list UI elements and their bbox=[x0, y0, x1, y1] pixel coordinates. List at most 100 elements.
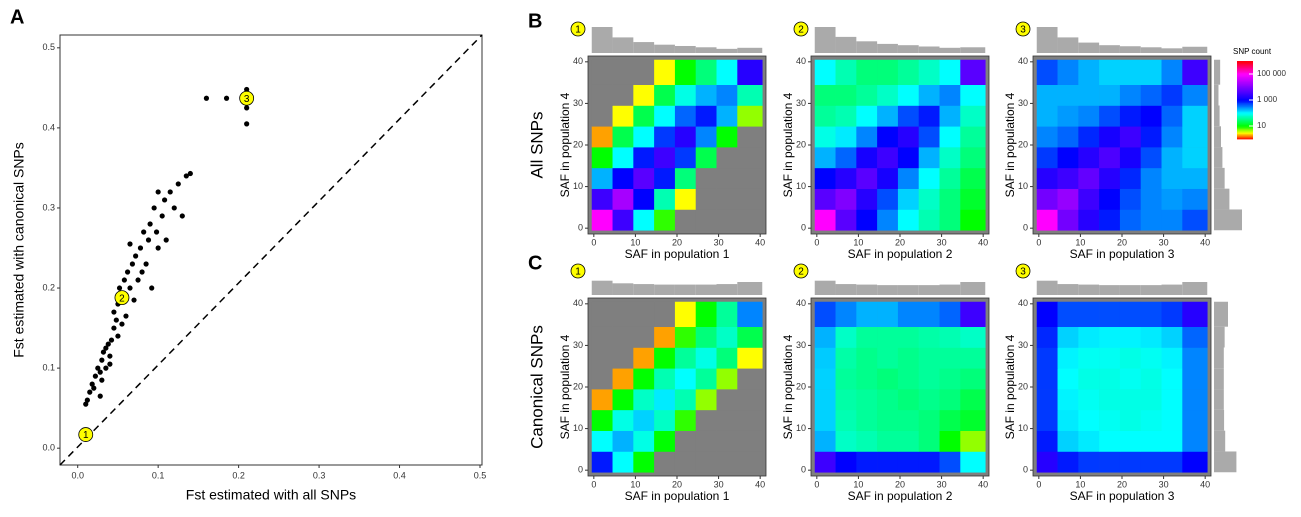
heatmap-cell bbox=[1036, 84, 1058, 106]
point bbox=[135, 277, 141, 283]
colorbar-step bbox=[1237, 92, 1253, 94]
colorbar-step bbox=[1237, 63, 1253, 66]
heatmap-cell bbox=[939, 368, 961, 390]
y-axis-label: Fst estimated with canonical SNPs bbox=[11, 142, 27, 358]
heatmap-cell bbox=[591, 126, 613, 148]
heatmap-cell bbox=[737, 389, 763, 411]
x-tick-label: 30 bbox=[937, 237, 947, 247]
y-tick-label: 0 bbox=[1023, 223, 1028, 233]
point bbox=[155, 245, 161, 251]
heatmap-cell bbox=[1036, 389, 1058, 411]
x-tick-label: 40 bbox=[978, 237, 988, 247]
marginal-bar bbox=[1214, 430, 1226, 452]
heatmap-cell bbox=[1140, 451, 1162, 473]
heatmap-cell bbox=[654, 105, 676, 127]
colorbar-step bbox=[1237, 115, 1253, 118]
x-tick-label: 0 bbox=[814, 479, 819, 489]
heatmap-cell bbox=[612, 209, 634, 231]
heatmap-cell bbox=[612, 430, 634, 452]
point bbox=[151, 205, 157, 211]
heatmap-cell bbox=[1078, 209, 1100, 231]
heatmap-cell bbox=[674, 84, 697, 106]
marginal-bar bbox=[716, 48, 738, 53]
heatmap-cell bbox=[877, 430, 899, 452]
x-tick-label: 40 bbox=[1200, 237, 1210, 247]
heatmap-cell bbox=[1140, 188, 1162, 210]
heatmap-cell bbox=[835, 368, 857, 390]
heatmap-cell bbox=[716, 105, 738, 127]
y-tick-label: 10 bbox=[796, 423, 806, 433]
colorbar-step bbox=[1237, 93, 1253, 96]
heatmap-cell bbox=[1140, 326, 1162, 348]
heatmap-cell bbox=[674, 126, 697, 148]
colorbar-step bbox=[1237, 128, 1253, 131]
x-tick-label: 0.5 bbox=[474, 470, 487, 480]
heatmap-cell bbox=[654, 167, 676, 189]
heatmap-cell bbox=[695, 368, 717, 390]
colorbar-step bbox=[1237, 135, 1253, 137]
heatmap-cell bbox=[939, 105, 961, 127]
heatmap-cell bbox=[1119, 389, 1142, 411]
heatmap-cell bbox=[1057, 451, 1079, 473]
point bbox=[127, 285, 133, 291]
heatmap-cell bbox=[633, 84, 655, 106]
heatmap-cell bbox=[856, 451, 878, 473]
heatmap-cell bbox=[897, 167, 920, 189]
heatmap-cell bbox=[814, 188, 836, 210]
point bbox=[116, 285, 123, 291]
heatmap-cell bbox=[674, 147, 697, 169]
marginal-bar bbox=[1214, 167, 1225, 189]
heatmap-cell bbox=[695, 409, 717, 431]
heatmap-cell bbox=[1119, 126, 1142, 148]
point bbox=[95, 365, 101, 371]
heatmap-cell bbox=[1140, 59, 1162, 85]
marginal-bar bbox=[1182, 282, 1208, 295]
marginal-bar bbox=[1036, 280, 1058, 295]
heatmap-cell bbox=[1161, 59, 1183, 85]
colorbar-step bbox=[1237, 124, 1253, 127]
x-tick-label: 0.4 bbox=[393, 470, 406, 480]
heatmap-cell bbox=[1036, 188, 1058, 210]
heatmap-cell bbox=[737, 59, 763, 85]
heatmap-cell bbox=[1078, 430, 1100, 452]
marginal-bar bbox=[1078, 42, 1100, 53]
heatmap-cell bbox=[814, 209, 836, 231]
y-tick-label: 20 bbox=[796, 381, 806, 391]
colorbar-step bbox=[1237, 136, 1253, 139]
identity-line bbox=[59, 34, 483, 466]
x-tick-label: 20 bbox=[1117, 479, 1127, 489]
heatmap-cell bbox=[1182, 105, 1208, 127]
heatmap-cell bbox=[1140, 105, 1162, 127]
x-axis-label: SAF in population 1 bbox=[625, 489, 730, 503]
heatmap-cell bbox=[674, 167, 697, 189]
heatmap-cell bbox=[633, 188, 655, 210]
colorbar-step bbox=[1237, 66, 1253, 68]
x-tick-label: 0 bbox=[1036, 237, 1041, 247]
heatmap-cell bbox=[814, 167, 836, 189]
colorbar-step bbox=[1237, 120, 1253, 123]
marginal-bar bbox=[695, 47, 717, 53]
heatmap-cell bbox=[654, 126, 676, 148]
x-axis-label: SAF in population 2 bbox=[848, 489, 953, 503]
y-tick-label: 30 bbox=[796, 98, 806, 108]
heatmap-cell bbox=[591, 430, 613, 452]
heatmap-cell bbox=[716, 389, 738, 411]
heatmap-cell bbox=[1057, 347, 1079, 369]
colorbar-step bbox=[1237, 107, 1253, 110]
heatmap-cell bbox=[1182, 326, 1208, 348]
point bbox=[84, 397, 90, 403]
marginal-bar bbox=[1099, 285, 1120, 295]
x-tick-label: 0 bbox=[591, 479, 596, 489]
marginal-bar bbox=[897, 285, 919, 295]
heatmap-cell bbox=[1057, 84, 1079, 106]
heatmap-cell bbox=[1140, 84, 1162, 106]
heatmap-cell bbox=[654, 368, 676, 390]
marginal-bar bbox=[633, 42, 655, 53]
marginal-bar bbox=[814, 27, 836, 53]
heatmap-cell bbox=[633, 326, 655, 348]
heatmap-cell bbox=[591, 59, 613, 85]
colorbar-step bbox=[1237, 119, 1253, 122]
heatmap-cell bbox=[1036, 147, 1058, 169]
heatmap-cell bbox=[1078, 347, 1100, 369]
heatmap-cell bbox=[1119, 409, 1142, 431]
